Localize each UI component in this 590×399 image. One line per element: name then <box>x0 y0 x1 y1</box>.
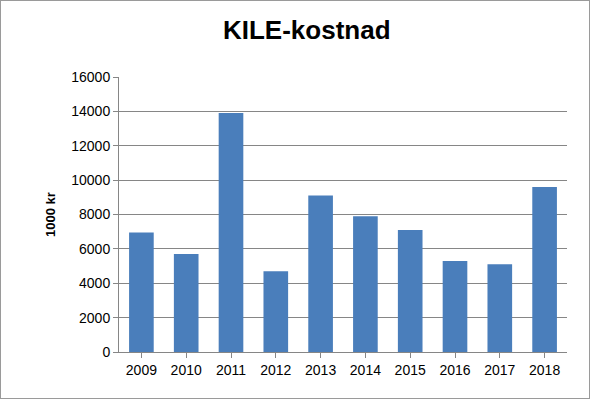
svg-text:14000: 14000 <box>71 103 110 119</box>
svg-text:2015: 2015 <box>395 362 426 378</box>
svg-text:0: 0 <box>102 344 110 360</box>
svg-text:2009: 2009 <box>126 362 157 378</box>
svg-text:10000: 10000 <box>71 172 110 188</box>
svg-text:2016: 2016 <box>439 362 470 378</box>
svg-text:2014: 2014 <box>350 362 381 378</box>
svg-text:2000: 2000 <box>79 310 110 326</box>
svg-text:2017: 2017 <box>484 362 515 378</box>
svg-text:16000: 16000 <box>71 69 110 85</box>
svg-text:2013: 2013 <box>305 362 336 378</box>
svg-text:KILE-kostnad: KILE-kostnad <box>223 15 391 45</box>
svg-text:6000: 6000 <box>79 241 110 257</box>
svg-text:4000: 4000 <box>79 275 110 291</box>
svg-text:2018: 2018 <box>529 362 560 378</box>
svg-text:2010: 2010 <box>171 362 202 378</box>
svg-text:2011: 2011 <box>216 362 246 378</box>
svg-text:1000 kr: 1000 kr <box>43 192 58 237</box>
svg-text:12000: 12000 <box>71 138 110 154</box>
svg-text:8000: 8000 <box>79 206 110 222</box>
svg-text:2012: 2012 <box>260 362 291 378</box>
